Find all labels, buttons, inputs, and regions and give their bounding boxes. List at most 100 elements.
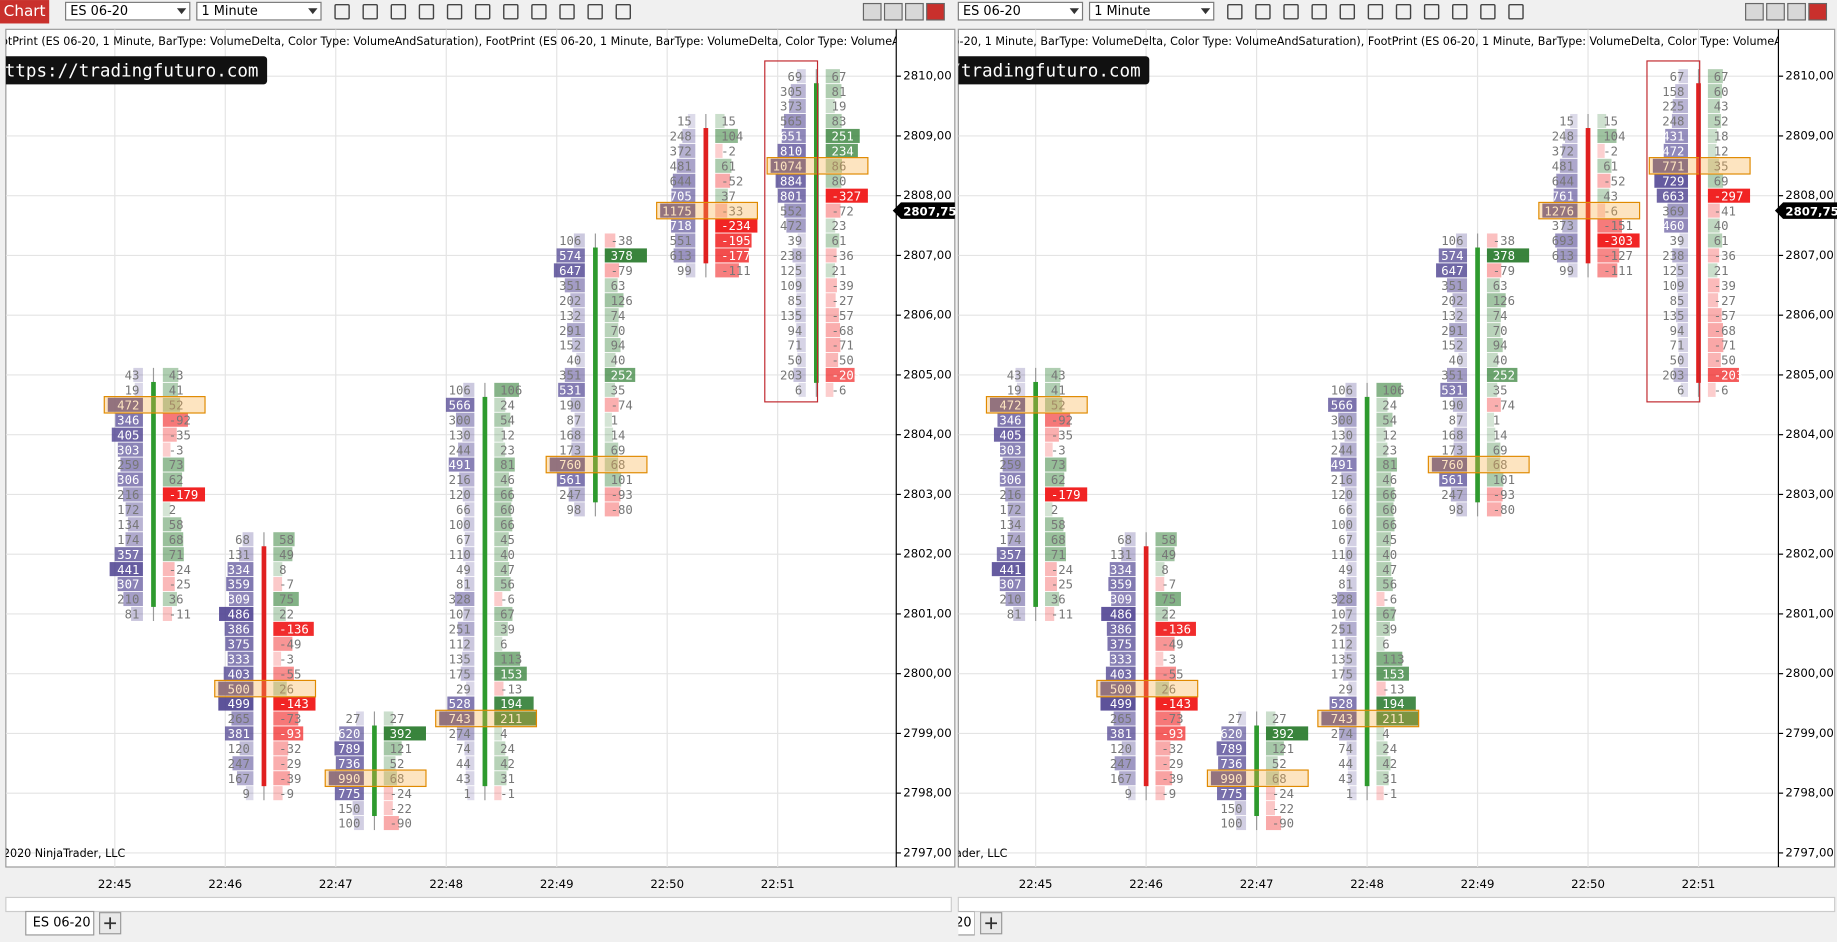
volume-value: 386	[228, 623, 250, 637]
dropdown[interactable]	[957, 1, 1084, 21]
volume-value: 168	[559, 428, 581, 442]
volume-cell	[339, 726, 364, 741]
toolbar-icon[interactable]	[587, 4, 603, 20]
candle-body	[1254, 725, 1259, 817]
tab[interactable]	[907, 911, 975, 936]
delta-value: -127	[1603, 249, 1633, 263]
delta-value: -22	[1272, 802, 1294, 816]
volume-value: 761	[1552, 189, 1574, 203]
volume-value: 74	[456, 742, 471, 756]
volume-cell	[114, 547, 143, 562]
delta-cell	[604, 338, 621, 353]
toolbar-icon[interactable]	[362, 4, 378, 20]
volume-cell	[1218, 756, 1247, 771]
delta-value: -13	[1382, 682, 1404, 696]
toolbar-icon[interactable]	[1227, 4, 1243, 20]
volume-cell	[1347, 562, 1357, 577]
window-button[interactable]	[905, 2, 924, 21]
toolbar-icon[interactable]	[615, 4, 632, 20]
delta-value: 81	[500, 458, 515, 472]
delta-cell	[604, 472, 622, 487]
delta-cell	[162, 547, 184, 562]
window-button[interactable]	[883, 2, 903, 21]
delta-value: 252	[1493, 369, 1515, 383]
volume-cell	[1345, 636, 1357, 651]
toolbar-icon[interactable]	[1339, 4, 1356, 20]
delta-cell	[1155, 636, 1175, 651]
delta-value: -52	[1603, 174, 1625, 188]
toolbar-icon[interactable]	[474, 4, 491, 20]
window-button[interactable]	[1745, 2, 1764, 21]
delta-value: 40	[611, 354, 626, 368]
price-tick-label: 2802,00	[1785, 547, 1833, 561]
delta-value: 153	[1382, 667, 1404, 681]
toolbar-icon[interactable]	[559, 4, 575, 20]
volume-cell	[467, 786, 475, 801]
delta-value: 153	[500, 667, 522, 681]
volume-cell	[1105, 666, 1136, 681]
delta-value: 104	[1603, 130, 1625, 144]
volume-value: 110	[1331, 548, 1353, 562]
volume-cell	[1672, 248, 1688, 263]
delta-value: 52	[1272, 757, 1287, 771]
volume-cell	[991, 562, 1026, 577]
dropdown[interactable]	[65, 1, 191, 21]
delta-cell	[494, 591, 503, 607]
delta-value: -3	[1161, 652, 1176, 666]
dropdown-value: ES 06-20	[70, 4, 128, 19]
volume-value: 306	[999, 473, 1021, 487]
delta-cell	[273, 532, 295, 547]
volume-value: 135	[1331, 652, 1353, 666]
window-button[interactable]	[926, 2, 945, 21]
scrollbar[interactable]	[5, 896, 952, 913]
toolbar-icon[interactable]	[1452, 4, 1468, 20]
window-button[interactable]	[1808, 2, 1828, 21]
dropdown[interactable]	[1088, 1, 1215, 21]
toolbar-icon[interactable]	[334, 4, 350, 20]
dropdown[interactable]	[196, 1, 322, 21]
volume-cell	[1344, 487, 1357, 502]
delta-cell	[825, 278, 837, 293]
window-button[interactable]	[862, 2, 882, 21]
delta-value: 54	[500, 413, 515, 427]
candle-body	[1475, 247, 1480, 503]
toolbar-icon[interactable]	[1395, 4, 1412, 20]
volume-cell	[796, 323, 806, 338]
toolbar-icon[interactable]	[1367, 4, 1384, 20]
dropdown-value: 1 Minute	[1094, 4, 1150, 19]
volume-value: 381	[1110, 727, 1132, 741]
tab[interactable]	[25, 910, 95, 936]
delta-value: 73	[1051, 458, 1066, 472]
scrollbar[interactable]	[957, 896, 1836, 913]
delta-value: 4	[500, 727, 507, 741]
volume-value: 19	[125, 384, 140, 398]
window-button[interactable]	[1766, 2, 1785, 21]
delta-value: 37	[721, 189, 736, 203]
delta-value: 67	[500, 608, 515, 622]
volume-value: 106	[1331, 384, 1353, 398]
volume-value: 202	[1441, 294, 1463, 308]
toolbar-icon[interactable]	[1311, 4, 1327, 20]
volume-cell	[1447, 278, 1468, 293]
volume-value: 481	[670, 159, 692, 173]
delta-value: 46	[1382, 473, 1397, 487]
volume-cell	[1553, 188, 1578, 203]
window-button[interactable]	[1787, 2, 1806, 21]
toolbar-icon[interactable]	[1423, 4, 1440, 20]
volume-value: 265	[228, 712, 250, 726]
volume-value: 743	[449, 712, 471, 726]
toolbar-icon[interactable]	[1255, 4, 1271, 20]
toolbar-icon[interactable]	[418, 4, 435, 20]
volume-value: 351	[1441, 279, 1463, 293]
volume-cell	[1440, 382, 1468, 397]
toolbar-icon[interactable]	[531, 4, 547, 20]
toolbar-icon[interactable]	[1508, 4, 1524, 20]
toolbar-icon[interactable]	[1480, 4, 1496, 20]
chart-tab-badge[interactable]	[0, 0, 50, 24]
volume-value: 743	[1331, 712, 1353, 726]
toolbar-icon[interactable]	[1283, 4, 1299, 20]
toolbar-icon[interactable]	[390, 4, 407, 20]
toolbar-icon[interactable]	[446, 4, 463, 20]
toolbar-icon[interactable]	[503, 4, 519, 20]
delta-cell	[1265, 816, 1282, 831]
